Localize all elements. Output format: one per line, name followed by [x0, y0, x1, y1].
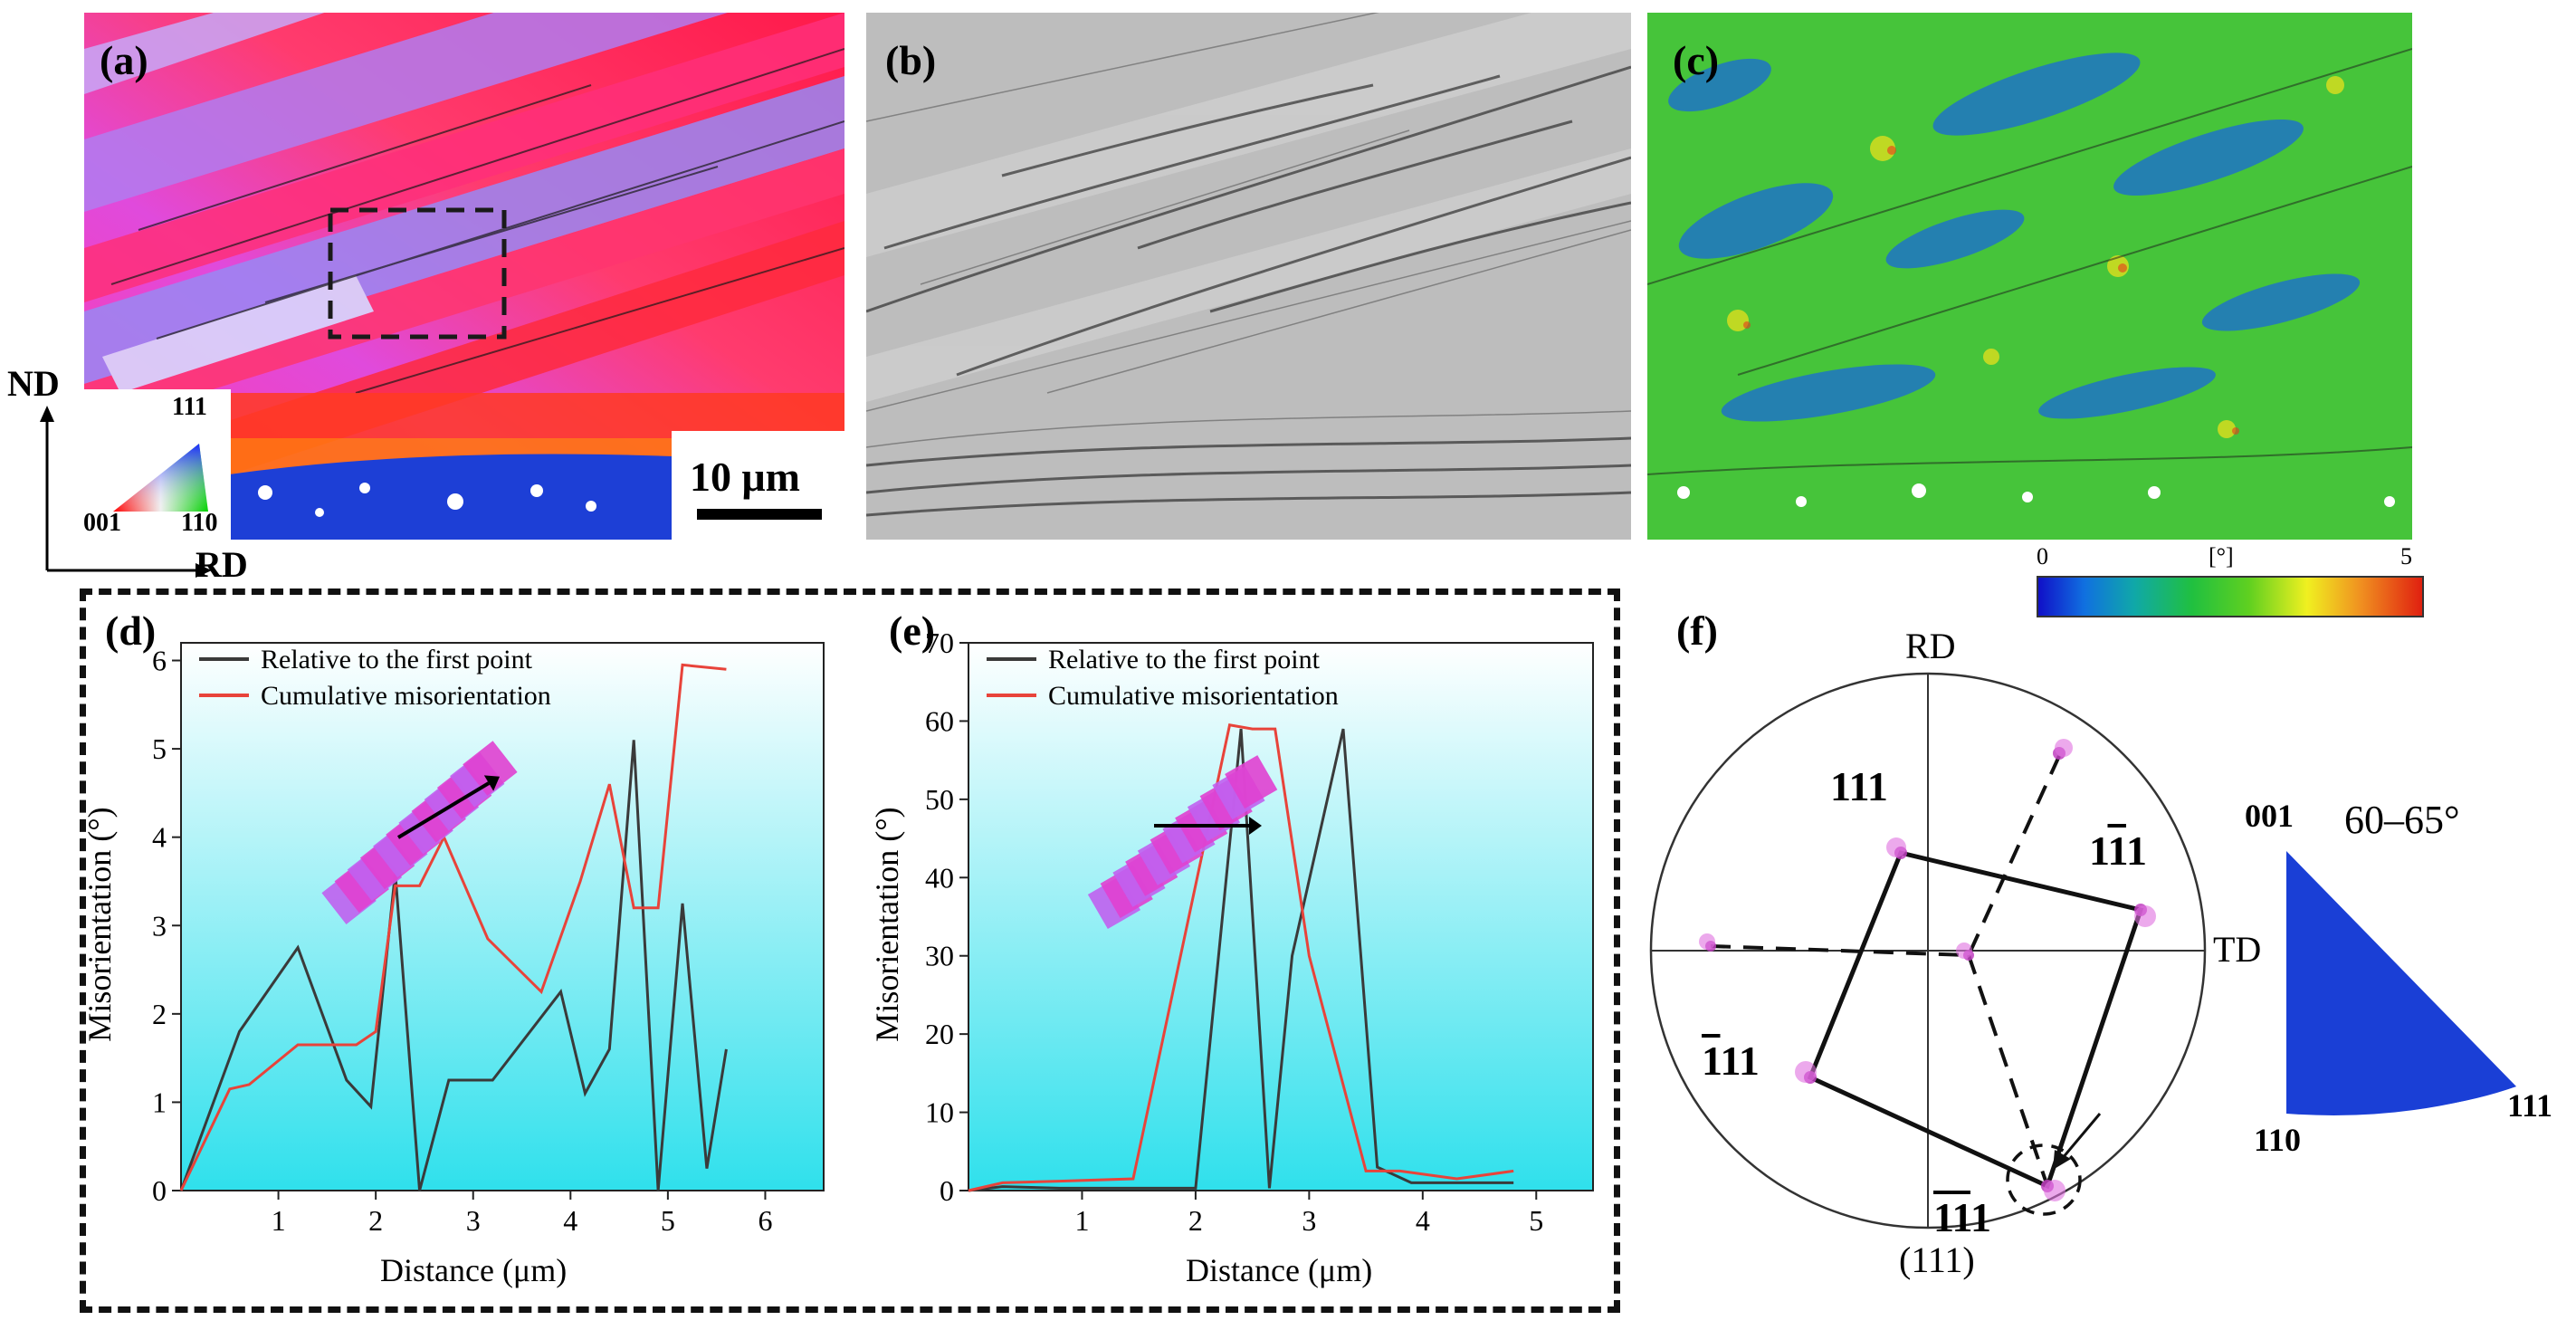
ipf-key-110-label: 110: [181, 509, 218, 537]
x-tick-label: 4: [1416, 1204, 1430, 1237]
y-tick-label: 10: [925, 1096, 954, 1129]
x-tick-label: 3: [466, 1204, 481, 1237]
y-tick-label: 6: [152, 645, 167, 677]
legend-label: Relative to the first point: [261, 645, 533, 675]
x-tick-label: 2: [368, 1204, 383, 1237]
legend-label: Cumulative misorientation: [1048, 681, 1339, 711]
y-tick-label: 4: [152, 821, 167, 854]
ipf-key-triangle: [113, 444, 208, 512]
nd-rd-axes: [40, 406, 212, 578]
rd-axis-label: RD: [196, 544, 248, 585]
colorbar-unit-label: [°]: [2209, 543, 2234, 569]
x-tick-label: 2: [1188, 1204, 1203, 1237]
dashed-frame: [80, 588, 1620, 1313]
kam-colorbar: [2037, 576, 2424, 617]
y-tick-label: 30: [925, 940, 954, 972]
x-tick-label: 5: [661, 1204, 675, 1237]
ipf-f-001-label: 001: [2245, 798, 2294, 834]
panel-f-label: (f): [1676, 608, 1718, 654]
panel-d-label: (d): [105, 608, 157, 654]
series-line-relative: [179, 740, 728, 1191]
y-tick-label: 50: [925, 783, 954, 816]
nd-axis-label: ND: [7, 363, 60, 404]
panel-a-label: (a): [100, 37, 148, 83]
pf-rd-label: RD: [1905, 626, 1956, 666]
x-tick-label: 3: [1302, 1204, 1316, 1237]
y-tick-label: 5: [152, 732, 167, 765]
y-tick-label: 0: [152, 1174, 167, 1207]
ipf-f-110-label: 110: [2254, 1122, 2302, 1158]
y-tick-label: 20: [925, 1018, 954, 1050]
kam-map-c: [1647, 13, 2412, 540]
y-tick-label: 1: [152, 1086, 167, 1118]
pole-111-label: 111: [1830, 763, 1888, 809]
y-tick-label: 70: [925, 634, 954, 659]
plot-area: [180, 642, 825, 1191]
x-tick-label: 1: [1074, 1204, 1089, 1237]
y-tick-label: 60: [925, 704, 954, 737]
panel-c-label: (c): [1673, 37, 1720, 83]
colorbar-min-label: 0: [2037, 543, 2048, 569]
y-tick-label: 0: [940, 1174, 954, 1207]
y-tick-label: 3: [152, 909, 167, 942]
pole-1bar11-tail: 1: [2125, 828, 2147, 874]
grain-pixel: [463, 741, 518, 796]
x-tick-label: 5: [1529, 1204, 1543, 1237]
colorbar-max-label: 5: [2400, 543, 2412, 569]
pole-bar1bar11-label: 111: [1933, 1194, 1991, 1240]
chart-e-xlabel: Distance (μm): [1186, 1252, 1373, 1288]
pole-1bar11-label: 111: [2089, 828, 2147, 874]
ipf-f-angle-label: 60–65°: [2344, 798, 2460, 842]
chart-d-ylabel: Misorientation (°): [81, 807, 118, 1042]
ipf-f-111-label: 111: [2507, 1087, 2553, 1124]
panel-e-label: (e): [889, 608, 936, 654]
pf-plane-label: (111): [1899, 1239, 1975, 1280]
ipf-triangle-f: [2286, 851, 2516, 1115]
ipf-key-inset: [84, 389, 231, 540]
scale-bar: [697, 509, 822, 520]
plot-area: [968, 642, 1594, 1191]
x-tick-label: 1: [272, 1204, 286, 1237]
chart-d-xlabel: Distance (μm): [380, 1252, 568, 1288]
ipf-map-a: [84, 13, 844, 540]
chart-d: 1 2 3 4 5 6 0 1 2 3 4 5 6 Relative to the first point…: [152, 642, 825, 1237]
band-contrast-map-b: [866, 13, 1631, 540]
chart-e-ylabel: Misorientation (°): [869, 807, 905, 1042]
series-line-cumulative: [968, 723, 1514, 1192]
grain-pixel: [1225, 755, 1278, 809]
x-tick-label: 6: [758, 1204, 772, 1237]
pole-figure: [1649, 672, 2207, 1230]
legend-label: Relative to the first point: [1048, 645, 1321, 675]
y-tick-label: 40: [925, 861, 954, 894]
series-line-cumulative: [179, 663, 727, 1191]
scale-bar-label: 10 μm: [690, 454, 800, 500]
scale-bar-area: [672, 431, 844, 540]
ipf-key-111-label: 111: [172, 393, 207, 421]
panel-b-label: (b): [885, 37, 937, 83]
series-line-relative: [968, 728, 1514, 1192]
direction-arrow: [396, 781, 491, 839]
x-tick-label: 4: [563, 1204, 577, 1237]
y-tick-label: 2: [152, 998, 167, 1030]
pole-bar111-label: 111: [1702, 1038, 1760, 1084]
legend-label: Cumulative misorientation: [261, 681, 551, 711]
pf-td-label: TD: [2213, 929, 2262, 970]
ipf-key-001-label: 001: [83, 509, 121, 537]
arrow-head: [483, 775, 501, 791]
arrow-head: [1249, 817, 1262, 835]
